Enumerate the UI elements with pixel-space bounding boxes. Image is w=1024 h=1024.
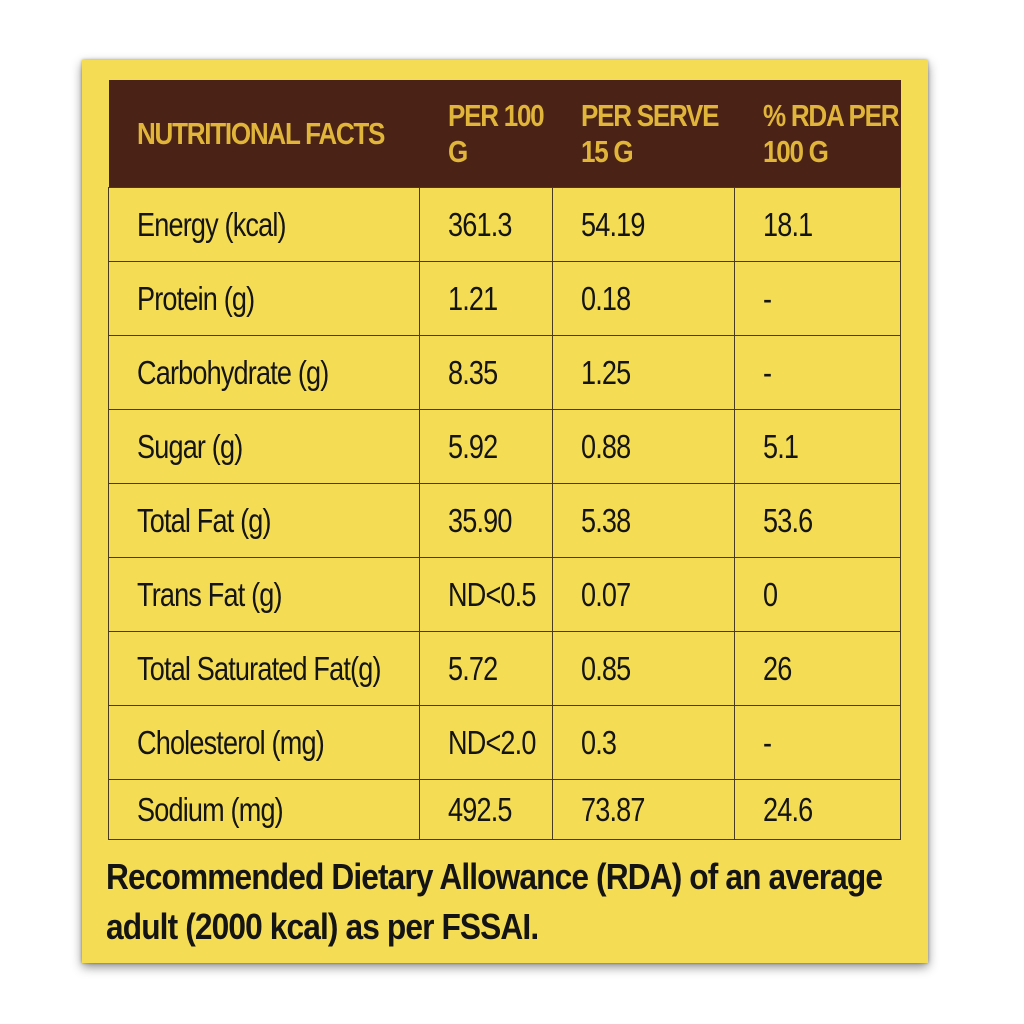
nutrient-name: Sodium (mg) (108, 779, 420, 840)
nutrient-name: Carbohydrate (g) (108, 335, 420, 410)
value-per-100g: 361.3 (419, 187, 553, 262)
table-row: Sodium (mg) 492.5 73.87 24.6 (108, 779, 901, 840)
value-per-serve: 0.07 (552, 557, 735, 632)
table-row: Trans Fat (g) ND<0.5 0.07 0 (108, 557, 901, 632)
value-per-serve: 0.85 (552, 631, 735, 706)
value-rda: - (734, 261, 901, 336)
table-row: Total Saturated Fat(g) 5.72 0.85 26 (108, 631, 901, 706)
value-per-serve: 73.87 (552, 779, 735, 840)
header-per-100g: PER 100 G (419, 80, 553, 188)
nutrient-name: Protein (g) (108, 261, 420, 336)
table-header: NUTRITIONAL FACTS PER 100 G PER SERVE 15… (108, 80, 901, 188)
value-per-100g: ND<0.5 (419, 557, 553, 632)
nutrient-name: Total Fat (g) (108, 483, 420, 558)
value-rda: - (734, 705, 901, 780)
value-per-serve: 0.88 (552, 409, 735, 484)
table-row: Cholesterol (mg) ND<2.0 0.3 - (108, 705, 901, 780)
nutrient-name: Cholesterol (mg) (108, 705, 420, 780)
value-rda: - (734, 335, 901, 410)
table-row: Sugar (g) 5.92 0.88 5.1 (108, 409, 901, 484)
nutrient-name: Total Saturated Fat(g) (108, 631, 420, 706)
table-row: Total Fat (g) 35.90 5.38 53.6 (108, 483, 901, 558)
nutrient-name: Sugar (g) (108, 409, 420, 484)
nutrition-label-panel: NUTRITIONAL FACTS PER 100 G PER SERVE 15… (82, 60, 928, 963)
rda-footnote: Recommended Dietary Allowance (RDA) of a… (106, 856, 883, 947)
table-body: Energy (kcal) 361.3 54.19 18.1 Protein (… (108, 187, 901, 840)
table-row: Carbohydrate (g) 8.35 1.25 - (108, 335, 901, 410)
value-per-100g: ND<2.0 (419, 705, 553, 780)
value-rda: 24.6 (734, 779, 901, 840)
value-per-100g: 8.35 (419, 335, 553, 410)
value-rda: 53.6 (734, 483, 901, 558)
header-per-serve: PER SERVE 15 G (552, 80, 735, 188)
value-rda: 18.1 (734, 187, 901, 262)
value-per-100g: 1.21 (419, 261, 553, 336)
table-row: Energy (kcal) 361.3 54.19 18.1 (108, 187, 901, 262)
table-row: Protein (g) 1.21 0.18 - (108, 261, 901, 336)
nutrient-name: Energy (kcal) (108, 187, 420, 262)
value-per-serve: 54.19 (552, 187, 735, 262)
value-per-serve: 1.25 (552, 335, 735, 410)
value-rda: 26 (734, 631, 901, 706)
value-per-serve: 0.18 (552, 261, 735, 336)
header-rda: % RDA PER 100 G (734, 80, 901, 188)
nutrient-name: Trans Fat (g) (108, 557, 420, 632)
header-nutritional-facts: NUTRITIONAL FACTS (108, 80, 420, 188)
value-per-100g: 5.72 (419, 631, 553, 706)
value-per-serve: 0.3 (552, 705, 735, 780)
header-row: NUTRITIONAL FACTS PER 100 G PER SERVE 15… (108, 80, 901, 188)
value-rda: 5.1 (734, 409, 901, 484)
value-per-100g: 35.90 (419, 483, 553, 558)
nutrition-facts-table: NUTRITIONAL FACTS PER 100 G PER SERVE 15… (108, 80, 901, 840)
value-rda: 0 (734, 557, 901, 632)
value-per-100g: 492.5 (419, 779, 553, 840)
value-per-100g: 5.92 (419, 409, 553, 484)
value-per-serve: 5.38 (552, 483, 735, 558)
